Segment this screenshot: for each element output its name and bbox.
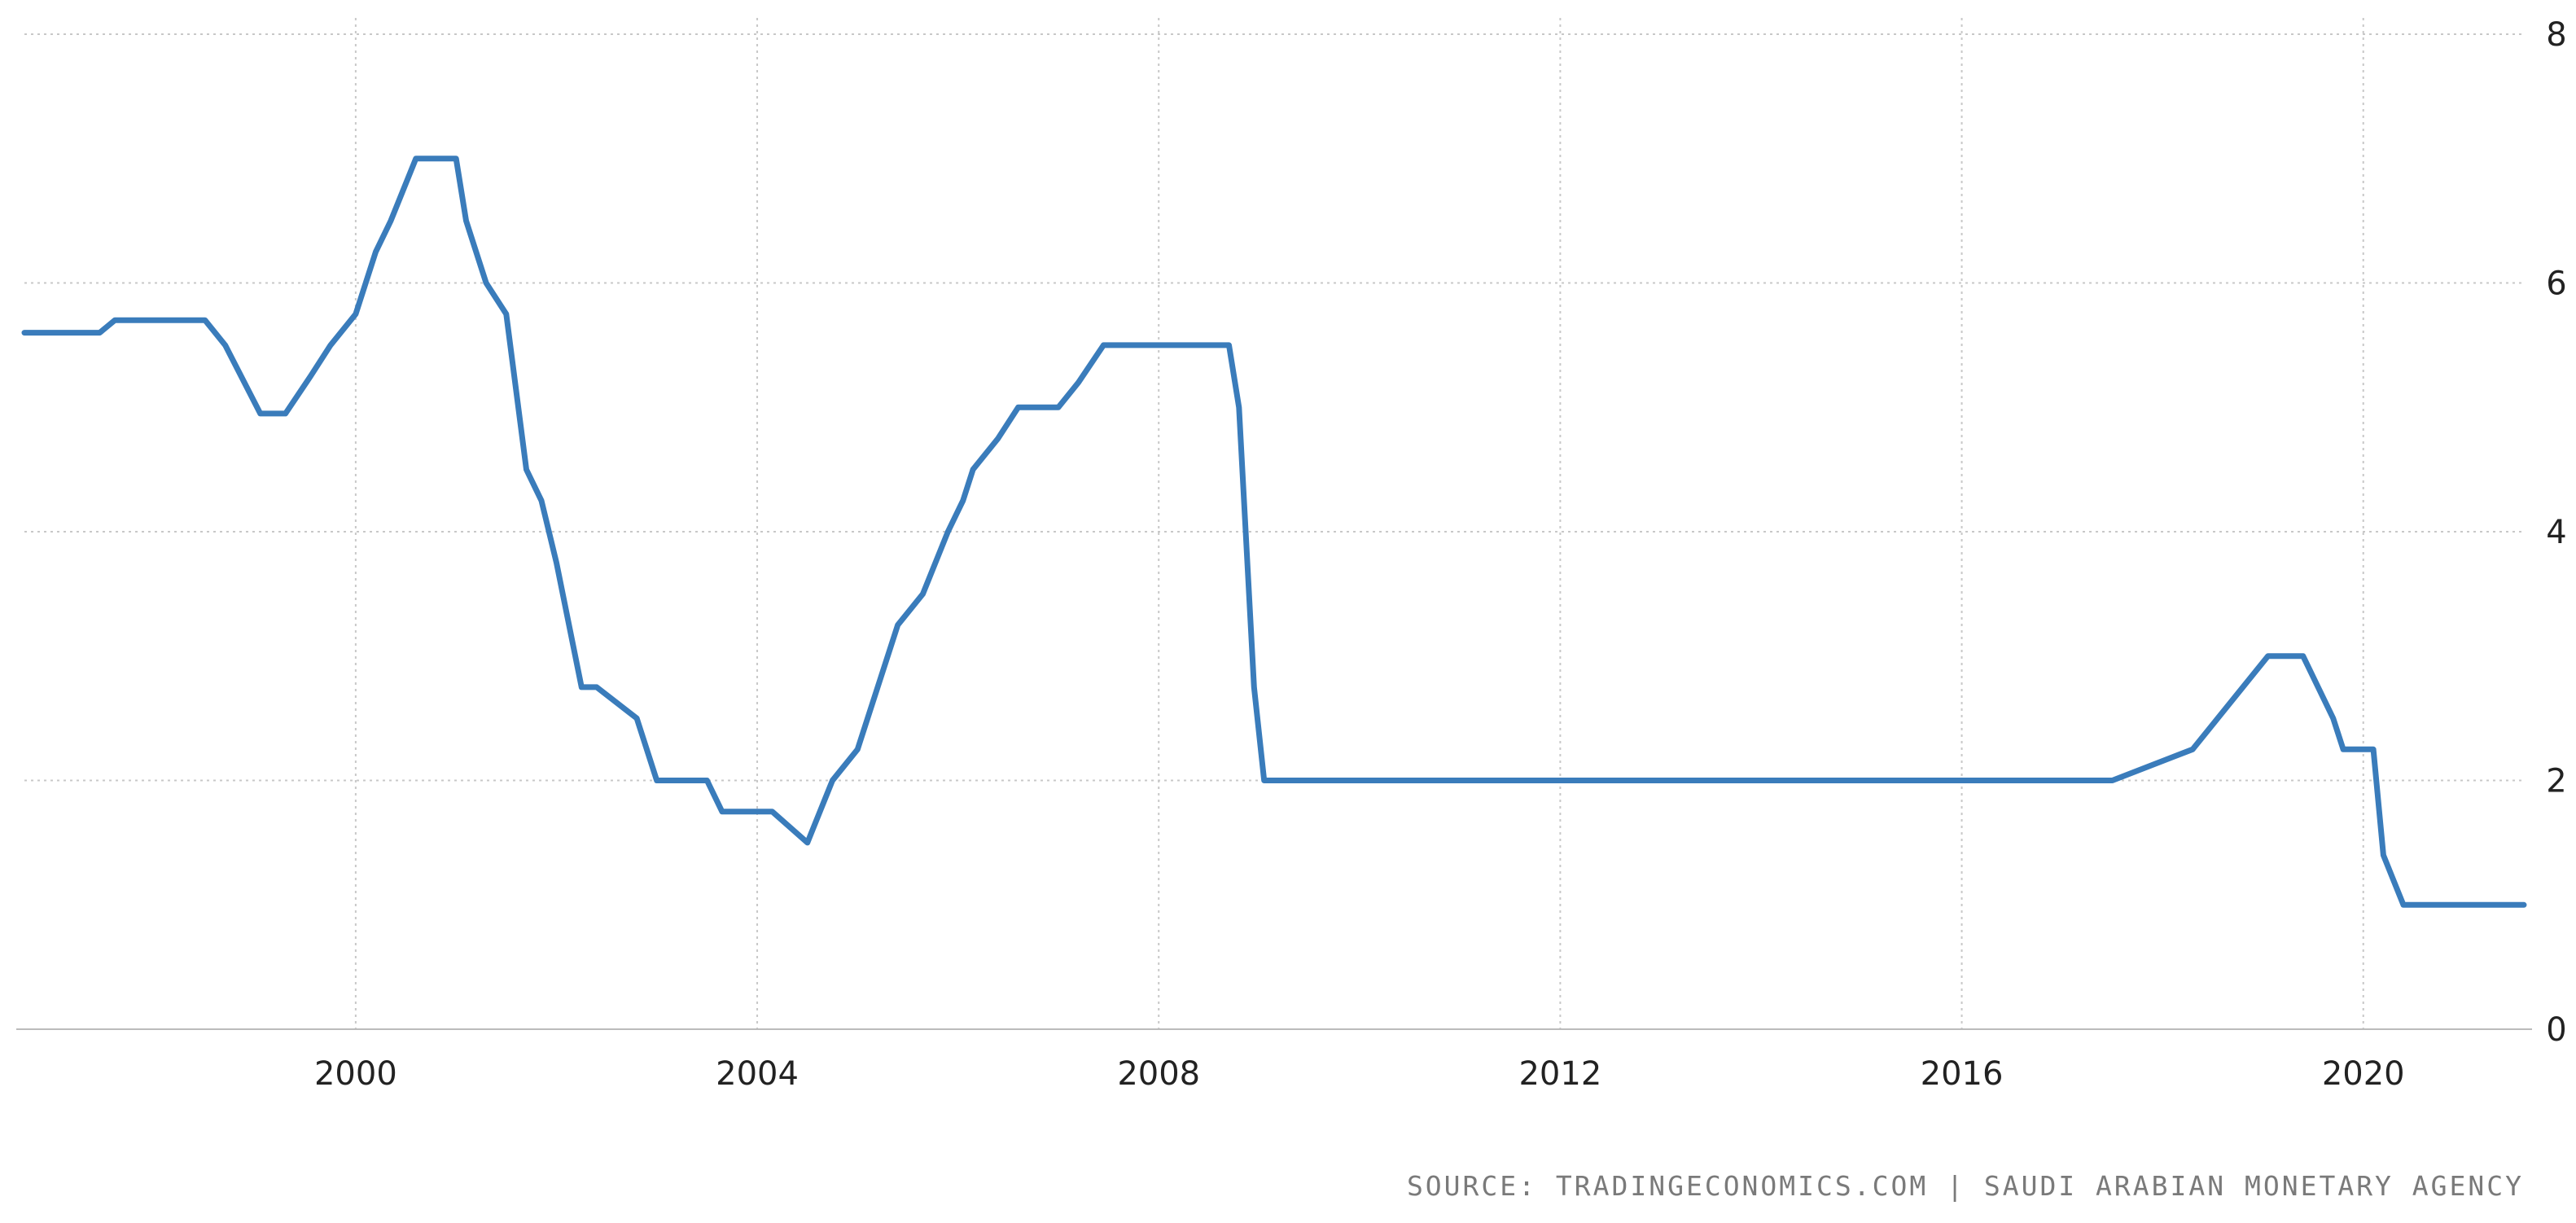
x-axis-ticks: 2000 2004 2008 2012 2016 2020: [314, 1055, 2405, 1093]
x-tick-label: 2016: [1921, 1055, 2004, 1093]
y-tick-label: 0: [2546, 1011, 2566, 1049]
x-tick-label: 2004: [716, 1055, 799, 1093]
series-line: [21, 156, 2527, 908]
y-tick-label: 8: [2546, 16, 2566, 54]
x-tick-label: 2008: [1117, 1055, 1200, 1093]
y-tick-label: 4: [2546, 514, 2566, 551]
source-note: SOURCE: TRADINGECONOMICS.COM | SAUDI ARA…: [1407, 1170, 2524, 1202]
y-axis-ticks: 0 2 4 6 8: [2546, 16, 2566, 1049]
x-tick-label: 2020: [2322, 1055, 2405, 1093]
y-tick-label: 2: [2546, 763, 2566, 800]
gridlines: [24, 18, 2524, 1029]
x-tick-label: 2012: [1518, 1055, 1601, 1093]
x-tick-label: 2000: [314, 1055, 397, 1093]
series-group: [21, 156, 2527, 908]
y-tick-label: 6: [2546, 265, 2566, 303]
